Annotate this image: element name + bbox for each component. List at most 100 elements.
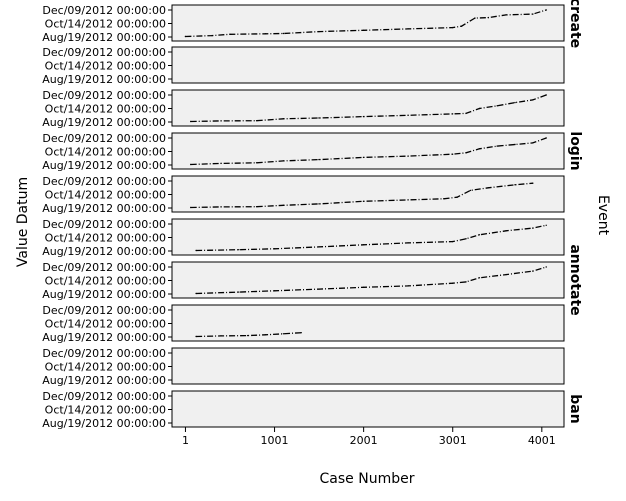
- data-point: [282, 160, 285, 162]
- data-point: [478, 148, 481, 150]
- data-point: [318, 288, 320, 290]
- data-point: [255, 162, 258, 164]
- y-tick-label: Aug/19/2012 00:00:00: [42, 374, 166, 387]
- data-point: [465, 112, 467, 115]
- panel-frame: [171, 46, 565, 84]
- y-tick-label: Dec/09/2012 00:00:00: [42, 390, 166, 403]
- data-point: [407, 285, 409, 287]
- data-point: [362, 200, 365, 202]
- y-tick-label: Oct/14/2012 00:00:00: [45, 318, 166, 331]
- data-point: [282, 204, 285, 206]
- facet-label: create: [567, 0, 583, 48]
- facet-label: ban: [567, 394, 583, 423]
- data-point: [238, 249, 240, 251]
- data-point: [505, 230, 507, 232]
- data-point: [264, 334, 267, 336]
- x-tick-label: 1001: [261, 434, 289, 447]
- y-tick-label: Dec/09/2012 00:00:00: [42, 347, 166, 360]
- data-point: [190, 163, 192, 166]
- y-axis-title: Value Datum: [15, 177, 31, 267]
- data-point: [362, 244, 365, 246]
- data-point: [451, 153, 454, 155]
- data-point: [195, 335, 197, 338]
- panel-frame: [171, 390, 565, 428]
- data-series: [190, 137, 547, 166]
- data-point: [451, 113, 454, 115]
- data-point: [451, 282, 454, 284]
- y-tick-label: Aug/19/2012 00:00:00: [42, 202, 166, 215]
- y-tick-label: Aug/19/2012 00:00:00: [42, 417, 166, 430]
- data-point: [465, 152, 467, 154]
- y-tick-label: Oct/14/2012 00:00:00: [45, 275, 166, 288]
- y-tick-label: Oct/14/2012 00:00:00: [45, 189, 166, 202]
- data-point: [532, 13, 534, 15]
- x-tick-label: 3001: [439, 434, 467, 447]
- data-point: [247, 334, 249, 337]
- data-series: [190, 94, 547, 123]
- data-point: [545, 266, 547, 268]
- y-tick-label: Dec/09/2012 00:00:00: [42, 46, 166, 59]
- data-point: [545, 94, 547, 96]
- data-point: [195, 292, 197, 295]
- data-point: [190, 206, 192, 209]
- y-tick-label: Dec/09/2012 00:00:00: [42, 132, 166, 145]
- y-tick-label: Oct/14/2012 00:00:00: [45, 60, 166, 73]
- data-point: [532, 182, 534, 184]
- panel-frame: [171, 218, 565, 256]
- data-point: [318, 30, 320, 33]
- data-point: [514, 101, 516, 104]
- x-axis: 1 1001 2001 3001 4001: [182, 427, 556, 447]
- data-series: [196, 266, 547, 295]
- data-point: [465, 281, 467, 283]
- data-point: [487, 16, 489, 19]
- data-point: [460, 25, 463, 27]
- data-point: [532, 142, 534, 144]
- y-tick-label: Dec/09/2012 00:00:00: [42, 89, 166, 102]
- data-point: [456, 196, 458, 198]
- y-tick-label: Dec/09/2012 00:00:00: [42, 4, 166, 17]
- data-point: [407, 242, 409, 244]
- y-tick-label: Oct/14/2012 00:00:00: [45, 146, 166, 159]
- y-tick-label: Oct/14/2012 00:00:00: [45, 404, 166, 417]
- y-tick-label: Aug/19/2012 00:00:00: [42, 116, 166, 129]
- data-point: [532, 227, 534, 229]
- panel-frame: [171, 175, 565, 213]
- data-point: [496, 145, 498, 147]
- y-tick-label: Aug/19/2012 00:00:00: [42, 159, 166, 172]
- facet-label: annotate: [567, 244, 583, 315]
- data-point: [195, 249, 197, 252]
- data-point: [211, 34, 213, 37]
- data-point: [532, 99, 534, 101]
- data-point: [514, 184, 516, 186]
- y-tick-label: Dec/09/2012 00:00:00: [42, 261, 166, 274]
- y-tick-label: Oct/14/2012 00:00:00: [45, 18, 166, 31]
- panel-frame: [171, 132, 565, 170]
- data-point: [545, 137, 547, 139]
- y-tick-label: Dec/09/2012 00:00:00: [42, 304, 166, 317]
- data-point: [532, 270, 534, 272]
- data-point: [407, 114, 409, 117]
- data-point: [362, 156, 365, 159]
- data-point: [478, 107, 481, 110]
- facet-title: Event: [595, 195, 611, 236]
- x-axis-title: Case Number: [320, 471, 415, 487]
- data-point: [362, 29, 365, 31]
- data-point: [318, 158, 320, 161]
- data-point: [474, 17, 476, 19]
- y-tick-label: Aug/19/2012 00:00:00: [42, 245, 166, 258]
- data-point: [514, 143, 516, 146]
- data-point: [184, 35, 187, 38]
- data-point: [487, 187, 489, 189]
- data-point: [469, 189, 472, 192]
